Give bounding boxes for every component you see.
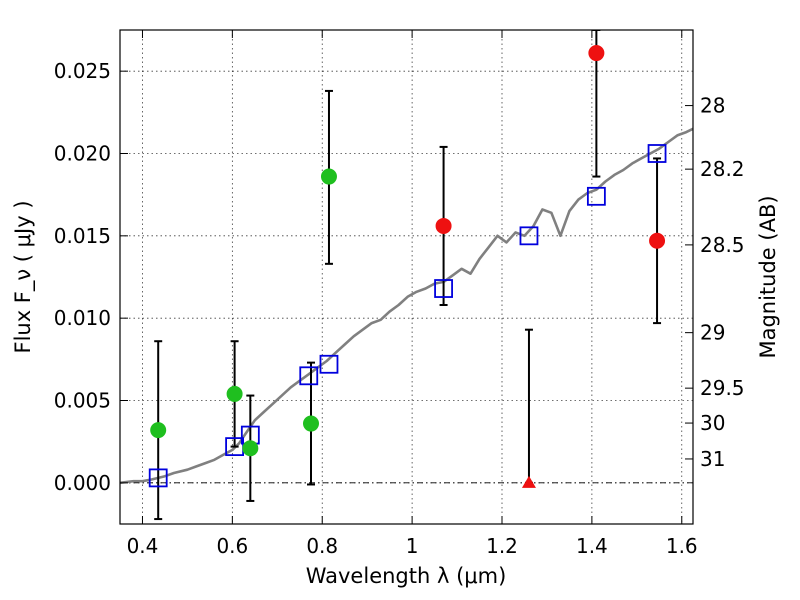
- x-tick-label: 1.2: [486, 534, 518, 558]
- green-flux-point: [242, 440, 259, 457]
- x-tick-label: 0.6: [216, 534, 248, 558]
- red-upper-limit-triangle: [521, 475, 536, 488]
- axis-layer: 0.4 0.6 0.8 1 1.2 1.4 1.6 0.000 0.005 0.010 0.015 0…: [54, 30, 745, 558]
- x-tick-label: 0.8: [306, 534, 338, 558]
- green-flux-point: [320, 168, 337, 185]
- mag-tick-label: 30: [700, 411, 725, 435]
- mag-tick-label: 29: [700, 321, 725, 345]
- green-flux-point: [303, 415, 319, 432]
- y-tick-label: 0.015: [54, 224, 111, 248]
- y-tick-label: 0.000: [54, 471, 111, 495]
- y2-axis-label: Magnitude (AB): [756, 195, 780, 358]
- y-tick-label: 0.020: [54, 142, 111, 166]
- green-flux-point: [226, 385, 243, 402]
- model-flux-square: [586, 186, 606, 206]
- mag-tick-label: 28.2: [700, 157, 745, 181]
- plot-frame: [119, 29, 694, 525]
- model-flux-square: [434, 279, 453, 298]
- mag-tick-label: 28: [700, 94, 725, 118]
- x-tick-label: 1.4: [576, 534, 608, 558]
- error-bar: [524, 328, 533, 484]
- grid-layer: [120, 30, 693, 524]
- mag-tick-label: 31: [700, 447, 725, 471]
- mag-tick-label: 29.5: [700, 376, 745, 400]
- y-tick-label: 0.005: [54, 389, 111, 413]
- y-tick-label: 0.025: [54, 59, 111, 83]
- y-axis-label: Flux F_ν ( μJy ): [11, 200, 36, 353]
- mag-tick-label: 28.5: [700, 233, 745, 257]
- plot-layer: [120, 30, 693, 521]
- x-tick-label: 1.6: [666, 534, 698, 558]
- model-flux-square: [319, 354, 339, 374]
- model-flux-square: [647, 144, 667, 163]
- x-tick-label: 0.4: [127, 534, 159, 558]
- x-axis-label: Wavelength λ (μm): [306, 564, 507, 588]
- red-flux-point: [435, 217, 452, 234]
- red-flux-point: [588, 45, 605, 62]
- model-flux-square: [519, 226, 539, 246]
- y-tick-label: 0.010: [54, 306, 111, 330]
- model-flux-square: [299, 366, 319, 386]
- model-flux-square: [148, 468, 168, 488]
- model-spectrum-line: [120, 127, 693, 485]
- x-tick-label: 1: [406, 534, 419, 558]
- red-flux-point: [649, 232, 666, 249]
- green-flux-point: [150, 422, 167, 439]
